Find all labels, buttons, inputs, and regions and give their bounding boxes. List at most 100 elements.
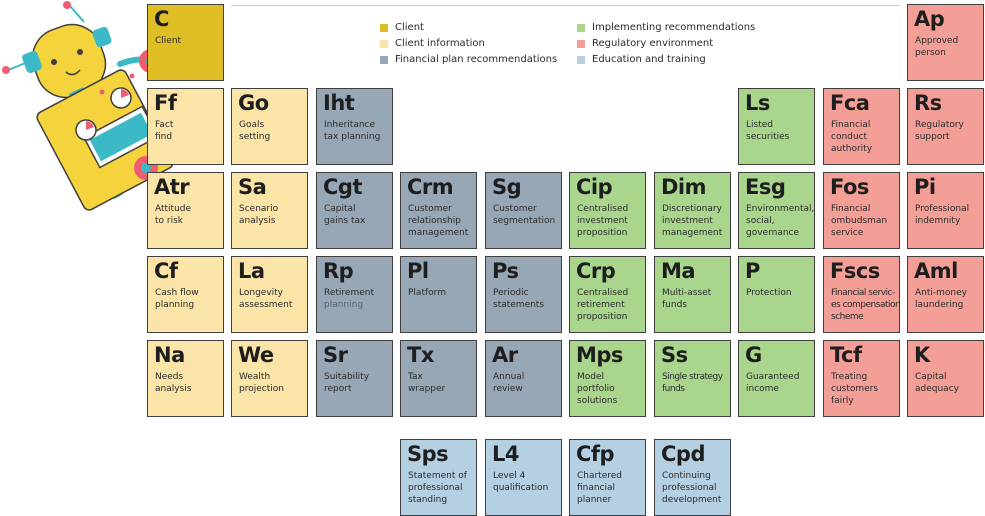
element-name-line: development — [662, 495, 722, 505]
element-ff: Ff Fact find — [147, 88, 224, 165]
element-name: Centralised investment proposition — [577, 203, 642, 239]
element-name-line: Guaranteed — [746, 372, 800, 382]
element-name-line: Capital — [915, 372, 947, 382]
element-name-line: management — [662, 228, 723, 238]
element-l4: L4 Level 4 qualification — [485, 439, 562, 516]
element-symbol: Mps — [576, 343, 623, 367]
element-symbol: Cip — [576, 175, 613, 199]
element-pi: Pi Professional indemnity — [907, 172, 984, 249]
element-symbol: Tx — [407, 343, 434, 367]
legend-label: Client information — [395, 38, 485, 49]
element-name: Periodic statements — [493, 287, 558, 311]
element-symbol: Ma — [661, 259, 696, 283]
element-name-line: customers — [831, 384, 879, 394]
element-name: Suitability report — [324, 371, 389, 395]
element-name-line: projection — [239, 384, 284, 394]
element-symbol: Crm — [407, 175, 454, 199]
element-name-line: standing — [408, 495, 448, 505]
element-name-line: funds — [662, 384, 685, 394]
element-symbol: Crp — [576, 259, 616, 283]
element-name-line: relationship — [408, 216, 461, 226]
element-symbol: Ls — [745, 91, 770, 115]
element-fscs: Fscs Financial servic-es compensation sche… — [823, 256, 901, 333]
element-name: Level 4 qualification — [493, 470, 558, 494]
element-name-line: authority — [831, 144, 873, 154]
element-name-line: solutions — [577, 396, 618, 406]
element-symbol: Sg — [492, 175, 522, 199]
element-name-line: funds — [662, 300, 687, 310]
element-name-line: Cash flow — [155, 288, 199, 298]
element-name-line: Multi-asset — [662, 288, 712, 298]
element-name: Financial servic-es compensation scheme — [831, 287, 901, 323]
element-cgt: Cgt Capital gains tax — [316, 172, 393, 249]
element-la: La Longevity assessment — [231, 256, 308, 333]
element-name-line: wrapper — [408, 384, 446, 394]
element-name-line: tax planning — [324, 132, 381, 142]
element-symbol: Sps — [407, 442, 449, 466]
element-name: Environmental, social, governance — [746, 203, 814, 239]
element-name-line: Financial — [831, 204, 871, 214]
element-name-line: planning — [155, 300, 195, 310]
element-symbol: Tcf — [830, 343, 862, 367]
element-name-line: support — [915, 132, 950, 142]
element-name-line: income — [746, 384, 779, 394]
element-mps: Mps Model portfolio solutions — [569, 340, 646, 417]
element-name: Multi-asset funds — [662, 287, 727, 311]
element-name: Tax wrapper — [408, 371, 473, 395]
element-name-line: professional — [662, 483, 717, 493]
element-name-line: investment — [662, 216, 713, 226]
element-name: Capital adequacy — [915, 371, 980, 395]
legend-swatch — [380, 24, 388, 32]
element-symbol: Cfp — [576, 442, 615, 466]
element-name-line: Chartered — [577, 471, 623, 481]
element-name-line: planner — [577, 495, 612, 505]
element-go: Go Goals setting — [231, 88, 308, 165]
element-name-line: Anti-money — [915, 288, 967, 298]
element-symbol: Sr — [323, 343, 348, 367]
element-symbol: Na — [154, 343, 185, 367]
element-name: Protection — [746, 287, 811, 299]
element-name-line: Centralised — [577, 204, 629, 214]
element-name-line: Goals — [239, 120, 265, 130]
legend-label: Implementing recommendations — [592, 22, 756, 33]
element-name-line: Financial servic- — [831, 288, 895, 298]
element-name-line: Tax — [408, 372, 423, 382]
element-symbol: Esg — [745, 175, 786, 199]
element-name-line: scheme — [831, 312, 864, 322]
element-name-line: professional — [408, 483, 463, 493]
element-name-line: Treating — [831, 372, 868, 382]
element-ma: Ma Multi-asset funds — [654, 256, 731, 333]
element-sr: Sr Suitability report — [316, 340, 393, 417]
element-name-line: person — [915, 48, 946, 58]
element-name-line: financial — [577, 483, 616, 493]
element-rp: Rp Retirement planning — [316, 256, 393, 333]
element-name-line: analysis — [239, 216, 276, 226]
element-symbol: Cf — [154, 259, 178, 283]
element-cf: Cf Cash flow planning — [147, 256, 224, 333]
element-tx: Tx Tax wrapper — [400, 340, 477, 417]
element-name: Discretionary investment management — [662, 203, 727, 239]
element-name-line: laundering — [915, 300, 964, 310]
element-symbol: Fca — [830, 91, 870, 115]
element-name-line: Fact — [155, 120, 174, 130]
element-atr: Atr Attitude to risk — [147, 172, 224, 249]
element-symbol: K — [914, 343, 930, 367]
element-name: Inheritance tax planning — [324, 119, 389, 143]
element-cip: Cip Centralised investment proposition — [569, 172, 646, 249]
element-k: K Capital adequacy — [907, 340, 984, 417]
element-symbol: Fscs — [830, 259, 880, 283]
element-name: Longevity assessment — [239, 287, 304, 311]
element-name-line: management — [408, 228, 469, 238]
element-name-line: Statement of — [408, 471, 467, 481]
element-we: We Wealth projection — [231, 340, 308, 417]
element-name-line: Regulatory — [915, 120, 964, 130]
element-name-line: Capital — [324, 204, 356, 214]
element-esg: Esg Environmental, social, governance — [738, 172, 815, 249]
element-name-line: Professional — [915, 204, 970, 214]
element-name: Regulatory support — [915, 119, 980, 143]
element-name-line: investment — [577, 216, 628, 226]
element-name-line: to risk — [155, 216, 183, 226]
element-name: Fact find — [155, 119, 220, 143]
element-name-line: Periodic — [493, 288, 529, 298]
element-ar: Ar Annual review — [485, 340, 562, 417]
